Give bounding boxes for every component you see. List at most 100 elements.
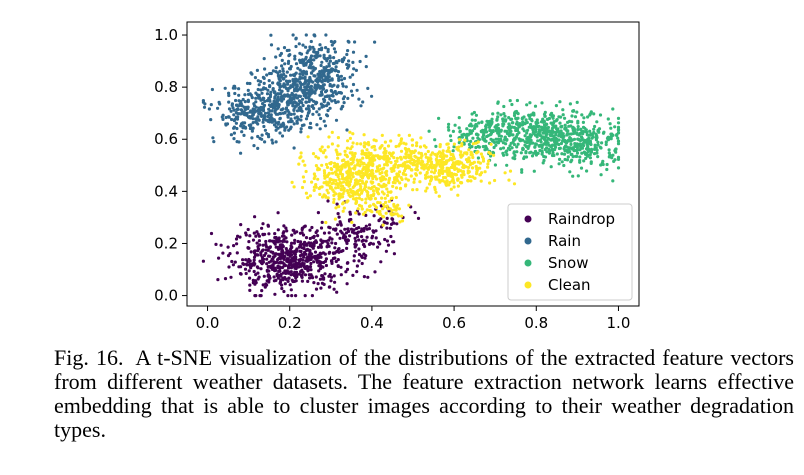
data-point (281, 69, 285, 73)
data-point (364, 65, 368, 69)
data-point (399, 149, 404, 153)
data-point (328, 285, 332, 289)
data-point (545, 150, 549, 154)
data-point (340, 164, 344, 168)
data-point (329, 259, 334, 263)
data-point (296, 239, 300, 244)
data-point (234, 237, 239, 241)
data-point (552, 137, 556, 141)
data-point (334, 206, 338, 210)
data-point (351, 73, 355, 77)
data-point (574, 144, 578, 149)
data-point (514, 109, 519, 114)
data-point (354, 211, 358, 215)
data-point (609, 137, 613, 141)
data-point (244, 271, 248, 276)
data-point (281, 77, 285, 81)
data-point (410, 138, 415, 142)
data-point (312, 260, 316, 264)
data-point (259, 251, 263, 255)
data-point (294, 294, 298, 298)
data-point (366, 193, 370, 197)
data-point (521, 138, 525, 142)
data-point (367, 151, 371, 155)
data-point (362, 229, 366, 233)
data-point (299, 155, 303, 159)
data-point (234, 121, 238, 125)
data-point (319, 244, 323, 249)
data-point (248, 283, 252, 287)
data-point (260, 226, 264, 230)
data-point (588, 141, 593, 145)
data-point (267, 113, 271, 117)
data-point (429, 164, 433, 168)
data-point (476, 140, 480, 144)
data-point (319, 286, 323, 290)
data-point (335, 232, 339, 236)
data-point (250, 96, 254, 100)
data-point (476, 150, 480, 154)
data-point (304, 72, 309, 76)
data-point (337, 205, 341, 209)
data-point (338, 168, 342, 172)
data-point (512, 113, 517, 118)
data-point (395, 222, 399, 226)
data-point (310, 225, 314, 230)
data-point (575, 131, 579, 135)
data-point (290, 241, 294, 245)
data-point (304, 55, 308, 59)
data-point (280, 286, 284, 291)
data-point (248, 234, 252, 238)
data-point (616, 142, 621, 146)
data-point (568, 170, 572, 174)
data-point (608, 122, 612, 126)
data-point (346, 139, 350, 143)
data-point (571, 155, 575, 159)
data-point (362, 133, 366, 137)
data-point (225, 122, 230, 126)
y-tick-label: 1.0 (154, 26, 178, 44)
data-point (286, 103, 290, 107)
data-point (334, 186, 338, 190)
data-point (505, 163, 509, 167)
data-point (323, 176, 327, 180)
data-point (232, 113, 236, 117)
data-point (562, 163, 566, 168)
data-point (316, 211, 320, 215)
data-point (283, 83, 287, 87)
data-point (540, 152, 544, 156)
data-point (496, 137, 500, 141)
data-point (271, 141, 275, 145)
data-point (598, 113, 603, 117)
data-point (317, 186, 321, 191)
data-point (364, 197, 368, 201)
data-point (333, 68, 337, 72)
data-point (616, 128, 621, 132)
data-point (257, 239, 261, 243)
data-point (304, 259, 308, 263)
data-point (256, 146, 260, 150)
data-point (386, 243, 391, 247)
data-point (394, 195, 398, 200)
data-point (433, 138, 437, 142)
data-point (278, 79, 282, 83)
data-point (274, 55, 278, 59)
data-point (616, 166, 621, 170)
data-point (252, 258, 256, 262)
data-point (325, 113, 329, 117)
data-point (468, 175, 472, 179)
data-point (392, 166, 396, 170)
data-point (291, 33, 295, 37)
data-point (559, 115, 563, 119)
legend-marker-snow (524, 259, 532, 267)
data-point (261, 260, 265, 264)
data-point (283, 111, 287, 115)
data-point (320, 274, 325, 278)
data-point (277, 236, 281, 240)
data-point (347, 175, 351, 179)
data-point (238, 112, 242, 116)
data-point (616, 139, 621, 143)
data-point (304, 96, 308, 100)
data-point (266, 274, 270, 278)
data-point (305, 114, 310, 118)
